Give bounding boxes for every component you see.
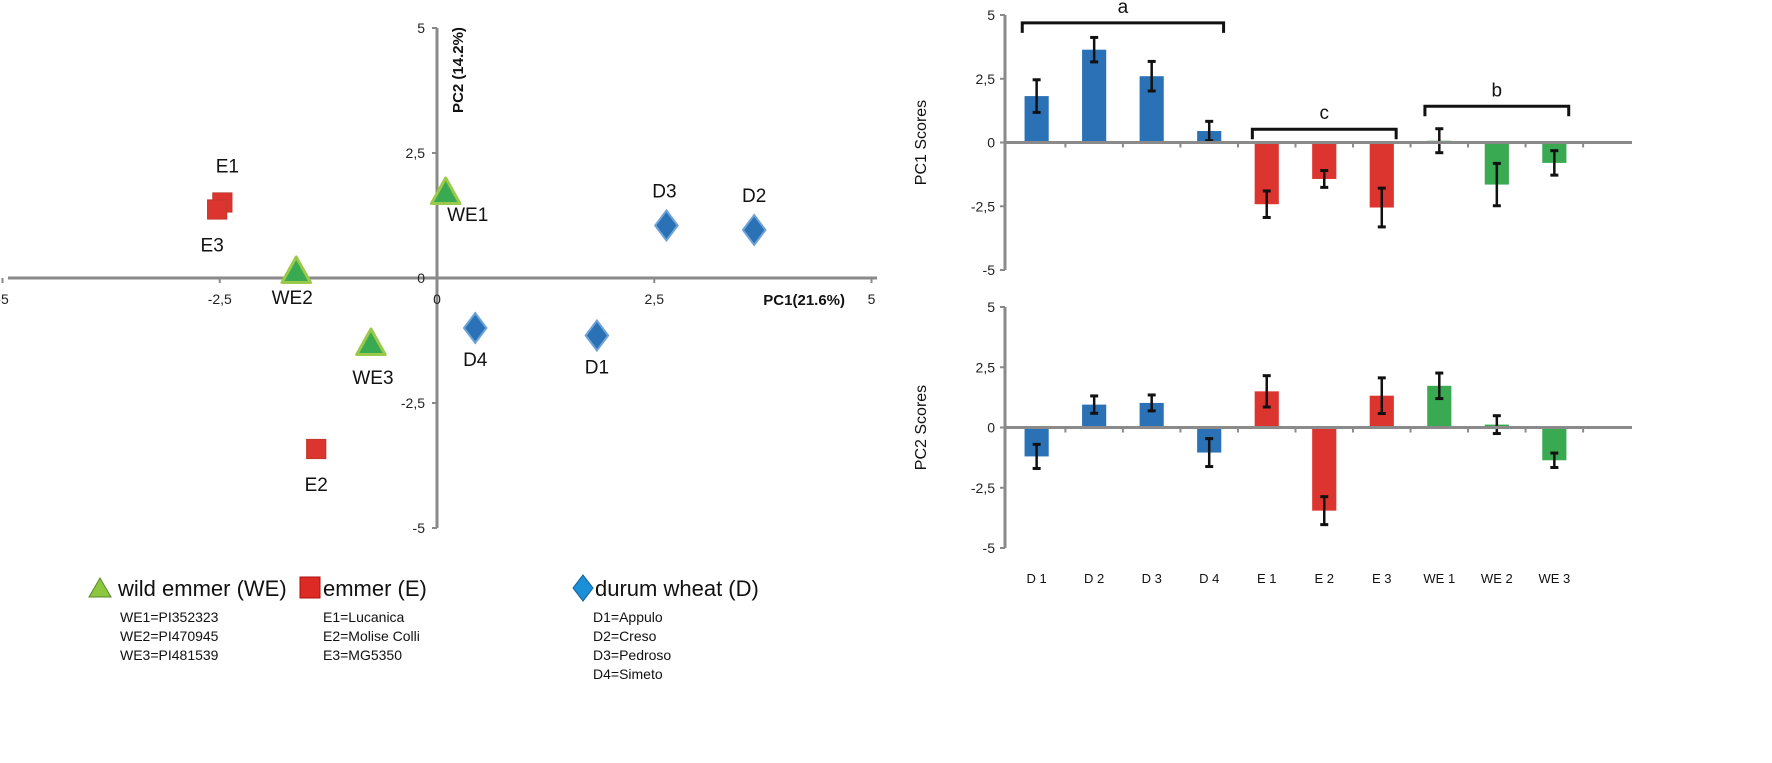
x-tick-label: 0 <box>433 291 441 307</box>
data-point-d1 <box>584 318 610 353</box>
legend-item: E1=Lucanica <box>323 609 405 625</box>
category-label: WE 2 <box>1481 571 1513 586</box>
point-label: D4 <box>463 350 488 371</box>
category-label: E 3 <box>1372 571 1392 586</box>
category-label: D 2 <box>1084 571 1104 586</box>
legend-item: D1=Appulo <box>593 609 663 625</box>
x-tick-label: 2,5 <box>645 291 665 307</box>
pc1-bar-chart: 5 2,5 0 -2,5 -5 PC1 Scores a c b <box>913 0 1632 278</box>
category-label: WE 1 <box>1423 571 1455 586</box>
y-tick-label: 0 <box>987 135 995 151</box>
y-tick-label: -2,5 <box>971 198 995 214</box>
data-point-we2 <box>280 255 312 284</box>
y-tick-label: -5 <box>983 540 996 556</box>
y-tick-label: 0 <box>417 270 425 286</box>
point-label: D1 <box>585 358 609 379</box>
legend-item: D2=Creso <box>593 628 657 644</box>
bar-d2 <box>1082 49 1107 143</box>
y-tick-label: 2,5 <box>406 145 426 161</box>
legend-item: WE2=PI470945 <box>120 628 219 644</box>
y-tick-label: -5 <box>413 520 426 536</box>
y-tick-label: 2,5 <box>976 359 996 375</box>
data-point-we3 <box>355 327 387 356</box>
category-label: E 2 <box>1314 571 1334 586</box>
data-point-d2 <box>741 213 767 247</box>
y-tick-label: 5 <box>987 7 995 23</box>
significance-label: b <box>1492 80 1503 101</box>
significance-label: a <box>1118 0 1129 18</box>
point-label: E2 <box>305 475 328 496</box>
legend-item: D4=Simeto <box>593 666 663 682</box>
point-label: E1 <box>216 157 239 178</box>
y-tick-label: 5 <box>987 299 995 315</box>
significance-bracket <box>1250 127 1398 140</box>
category-label: D 4 <box>1199 571 1219 586</box>
data-point-e2 <box>306 438 327 460</box>
y-axis-title: PC2 Scores <box>913 385 930 470</box>
legend-square-icon <box>299 576 321 599</box>
scatter-legend: wild emmer (WE) WE1=PI352323 WE2=PI470945 W… <box>88 574 759 682</box>
y-axis-title: PC1 Scores <box>913 100 930 185</box>
pca-scatter-plot: -5 -2,5 0 2,5 5 5 2,5 0 -2,5 -5 PC1(21.6%) PC2 (14.… <box>0 20 877 536</box>
pc2-bar-chart: 5 2,5 0 -2,5 -5 PC2 Scores D 1 D 2 D 3 D 4 E 1 E 2 E… <box>913 299 1632 586</box>
x-axis-title: PC1(21.6%) <box>763 292 845 309</box>
category-label: E 1 <box>1257 571 1277 586</box>
significance-bracket <box>1020 21 1226 33</box>
point-label: D2 <box>742 186 766 207</box>
y-tick-label: 0 <box>987 420 995 436</box>
point-label: WE2 <box>272 288 313 309</box>
data-point-we1 <box>429 176 462 205</box>
bar-d2 <box>1082 404 1107 428</box>
category-label: D 1 <box>1027 571 1047 586</box>
legend-diamond-icon <box>572 574 594 602</box>
legend-item: E3=MG5350 <box>323 647 402 663</box>
point-label: WE1 <box>447 205 488 226</box>
x-tick-label: 5 <box>868 291 876 307</box>
point-label: WE3 <box>352 368 393 389</box>
point-label: D3 <box>652 182 676 203</box>
significance-bracket <box>1423 104 1571 117</box>
y-tick-label: -5 <box>983 262 996 278</box>
data-point-d4 <box>462 311 488 345</box>
y-tick-label: -2,5 <box>971 480 995 496</box>
significance-label: c <box>1320 103 1330 124</box>
y-tick-label: 2,5 <box>976 71 996 87</box>
category-label: WE 3 <box>1538 571 1570 586</box>
category-label: D 3 <box>1142 571 1162 586</box>
legend-item: D3=Pedroso <box>593 647 671 663</box>
legend-item: E2=Molise Colli <box>323 628 420 644</box>
legend-title: wild emmer (WE) <box>117 576 287 601</box>
legend-title: emmer (E) <box>323 576 427 601</box>
x-tick-label: -2,5 <box>208 291 232 307</box>
point-label: E3 <box>201 236 224 257</box>
y-axis-title: PC2 (14.2%) <box>450 27 467 113</box>
legend-title: durum wheat (D) <box>595 576 759 601</box>
legend-item: WE3=PI481539 <box>120 647 219 663</box>
legend-item: WE1=PI352323 <box>120 609 219 625</box>
x-tick-label: -5 <box>0 291 9 307</box>
data-point-d3 <box>653 208 679 243</box>
y-tick-label: 5 <box>417 20 425 36</box>
legend-triangle-icon <box>88 577 112 598</box>
data-point-e3 <box>207 199 228 220</box>
y-tick-label: -2,5 <box>401 395 425 411</box>
